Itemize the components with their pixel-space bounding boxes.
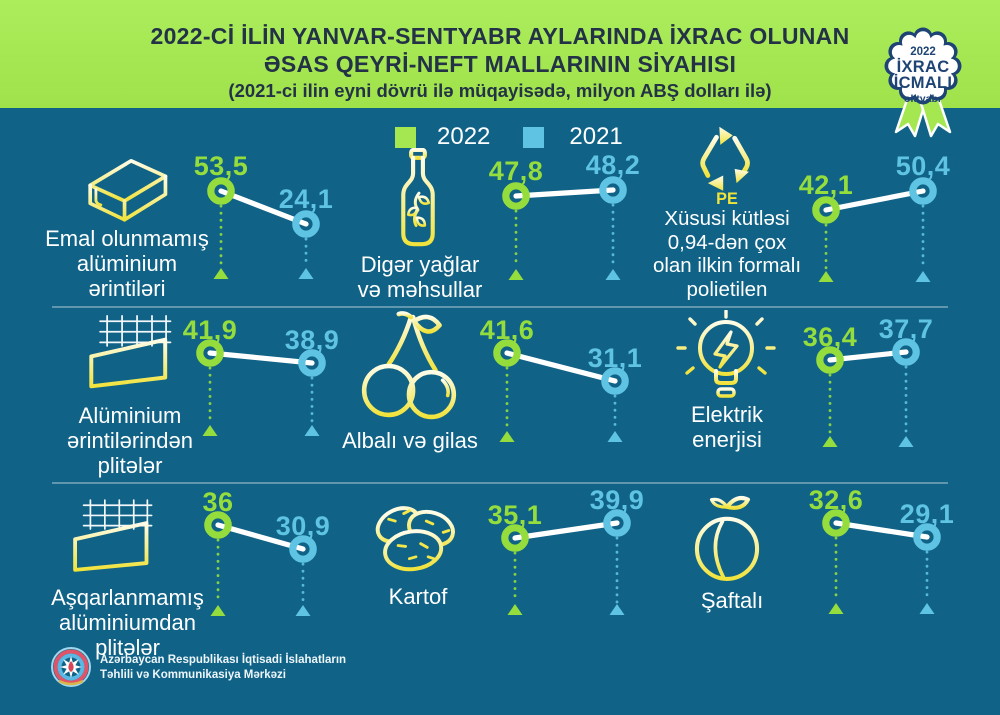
connector-line xyxy=(827,349,909,363)
badge-title-line2: İCMALI xyxy=(894,74,953,92)
item-label-line: olan ilkin formalı xyxy=(652,254,802,277)
drop-arrow-2021 xyxy=(898,436,914,447)
title-band xyxy=(0,0,1000,108)
value-2021: 50,4 xyxy=(895,151,951,181)
item-label-line: və məhsullar xyxy=(357,277,483,302)
peach-icon xyxy=(686,488,768,586)
value-2022: 41,6 xyxy=(479,315,535,345)
drop-arrow-2021 xyxy=(915,271,931,282)
state-emblem-icon xyxy=(49,645,93,689)
organization-name: Azərbaycan Respublikası İqtisadi İslahat… xyxy=(100,653,346,683)
item-label: Elektrik enerjisi xyxy=(617,402,837,452)
item-label-line: Albalı və gilas xyxy=(342,428,478,453)
organization-name-line2: Təhlili və Kommunikasiya Mərkəzi xyxy=(100,669,286,681)
item-label-line: polietilen xyxy=(686,277,768,301)
value-2021: 38,9 xyxy=(284,325,340,355)
value-2021: 39,9 xyxy=(589,485,645,515)
marker-2021 xyxy=(292,210,320,238)
aluminium-plate-icon xyxy=(70,490,155,580)
item-label-line: plitələr xyxy=(95,635,160,660)
value-2022: 42,1 xyxy=(798,170,854,200)
light-bulb-icon xyxy=(676,310,776,404)
potato-icon xyxy=(368,498,462,578)
badge-year: 2022 xyxy=(910,46,936,58)
item-label: Aşqarlanmamış alüminiumdan plitələr xyxy=(5,585,250,660)
item-label-line: Xüsusi kütləsi xyxy=(664,207,790,230)
item-label-line: 0,94-dən çox xyxy=(667,230,787,254)
recycle-pe-icon: PE xyxy=(688,122,766,208)
report-badge: 2022 İXRAC İCMALI oktyabr xyxy=(873,16,973,142)
marker-2022 xyxy=(207,177,235,205)
title-subtitle: (2021-ci ilin eyni dövrü ilə müqayisədə,… xyxy=(228,80,772,101)
item-label-line: ərintilərindən xyxy=(67,428,193,453)
legend: 2022 2021 xyxy=(395,125,623,149)
item-label: Kartof xyxy=(308,584,528,609)
item-label: Albalı və gilas xyxy=(300,428,520,453)
value-2022: 41,9 xyxy=(182,315,238,345)
item-label-line: Alüminium xyxy=(78,403,182,428)
oil-bottle-icon xyxy=(390,148,446,252)
item-label-line: Emal olunmamış xyxy=(45,226,209,251)
cherry-icon xyxy=(356,308,464,424)
item-label-line: Digər yağlar xyxy=(360,252,480,277)
recycle-material-code: PE xyxy=(716,190,738,208)
item-label: Alüminium ərintilərindən plitələr xyxy=(15,403,245,478)
value-2022: 35,1 xyxy=(487,500,543,530)
legend-2021-label: 2021 xyxy=(569,123,623,150)
title-line1: 2022-Cİ İLİN YANVAR-SENTYABR AYLARINDA İ… xyxy=(150,23,850,49)
value-2021: 29,1 xyxy=(899,499,955,529)
item-label-line: alüminium xyxy=(76,251,178,276)
marker-2021 xyxy=(599,176,627,204)
legend-2022-swatch xyxy=(395,126,416,148)
value-2022: 53,5 xyxy=(193,151,249,181)
aluminium-plate-icon xyxy=(86,310,174,394)
item-label-line: Elektrik xyxy=(690,402,764,427)
value-2021: 48,2 xyxy=(585,150,641,180)
drop-arrow-2021 xyxy=(919,603,935,614)
value-2022: 32,6 xyxy=(808,485,864,515)
item-label-line: alüminiumdan xyxy=(59,610,196,635)
badge-month: oktyabr xyxy=(904,93,942,105)
connector-line xyxy=(513,187,616,199)
value-2021: 37,7 xyxy=(878,314,934,344)
item-label-line: enerjisi xyxy=(692,427,762,452)
value-2022: 36 xyxy=(202,487,234,517)
marker-2021 xyxy=(909,177,937,205)
badge-face xyxy=(888,31,958,101)
item-label: Şaftalı xyxy=(622,588,842,613)
item-label-line: Şaftalı xyxy=(700,588,764,613)
value-2021: 30,9 xyxy=(275,511,331,541)
marker-2022 xyxy=(502,182,530,210)
item-label-line: plitələr xyxy=(97,453,163,478)
title-line2: ƏSAS QEYRİ-NEFT MALLARININ SİYAHISI xyxy=(263,51,737,77)
value-2021: 24,1 xyxy=(278,184,334,214)
aluminium-ingot-icon xyxy=(82,146,172,228)
rosette-badge-icon: 2022 İXRAC İCMALI oktyabr xyxy=(884,27,962,138)
badge-title-line1: İXRAC xyxy=(897,58,950,76)
item-label: Xüsusi kütləsi 0,94-dən çox olan ilkin f… xyxy=(607,207,847,301)
value-2021: 31,1 xyxy=(587,343,643,373)
value-2022: 47,8 xyxy=(488,156,544,186)
legend-2022-label: 2022 xyxy=(437,123,491,150)
item-label-line: Kartof xyxy=(388,584,448,609)
item-label: Emal olunmamış alüminium ərintiləri xyxy=(12,226,242,301)
item-label: Digər yağlar və məhsullar xyxy=(310,252,530,302)
value-2022: 36,4 xyxy=(802,322,858,352)
item-label-line: Aşqarlanmamış xyxy=(51,585,204,610)
legend-2021-swatch xyxy=(523,126,545,148)
item-label-line: ərintiləri xyxy=(88,276,166,301)
organization-name-line1: Azərbaycan Respublikası İqtisadi İslahat… xyxy=(100,654,347,666)
